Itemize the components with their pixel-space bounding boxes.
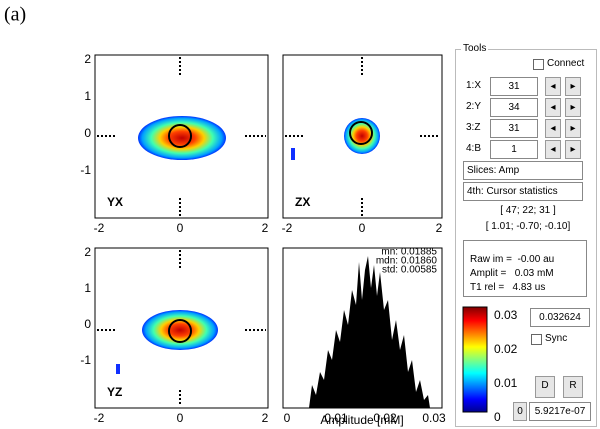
colorbar-tick-label: 0.01 <box>494 376 518 390</box>
y-tick-label: -1 <box>80 353 91 367</box>
list-item: Amplit = 0.03 mM <box>470 268 554 279</box>
button[interactable]: 0 <box>513 402 527 421</box>
colorbar-tick-label: 0.03 <box>494 308 518 322</box>
row-input[interactable]: 1 <box>490 140 538 159</box>
x-tick-label: 0 <box>177 221 184 235</box>
list-item: Raw im = -0.00 au <box>470 254 555 265</box>
colorbar <box>462 306 488 413</box>
checkbox[interactable] <box>531 334 542 345</box>
figure-label: (a) <box>4 4 26 26</box>
x-tick-label: 2 <box>436 221 443 235</box>
listbox[interactable] <box>463 240 587 297</box>
max-input[interactable]: 0.032624 <box>530 308 590 327</box>
arrow-button[interactable]: ◂ <box>545 98 561 117</box>
position-text: [ 1.01; -0.70; -0.10] <box>485 221 571 232</box>
checkbox[interactable] <box>533 59 544 70</box>
panel-label: YX <box>107 195 123 209</box>
arrow-button[interactable]: ◂ <box>545 140 561 159</box>
button[interactable]: D <box>535 376 555 398</box>
button[interactable]: R <box>563 376 583 398</box>
image-blob <box>142 310 218 350</box>
x-tick-label: 0.01 <box>324 411 348 425</box>
dropdown[interactable]: Slices: Amp <box>463 161 583 180</box>
colorbar-tick-label: 0.02 <box>494 342 518 356</box>
y-tick-label: 1 <box>84 281 91 295</box>
x-tick-label: 0 <box>284 411 291 425</box>
x-tick-label: 0.03 <box>422 411 446 425</box>
row-label: 2:Y <box>466 101 482 112</box>
crosshair <box>97 57 440 406</box>
row-label: 3:Z <box>466 122 481 133</box>
row-label: 4:B <box>466 143 482 154</box>
x-tick-label: -2 <box>94 221 105 235</box>
checkbox-label: Sync <box>545 333 568 344</box>
image-blob <box>138 116 226 160</box>
y-tick-label: 1 <box>84 89 91 103</box>
x-tick-label: 2 <box>262 411 269 425</box>
stat-text: mdn: 0.01860 <box>376 256 438 267</box>
panel-label: ZX <box>295 195 310 209</box>
x-tick-label: 0 <box>359 221 366 235</box>
arrow-button[interactable]: ▸ <box>565 98 581 117</box>
y-tick-label: 2 <box>84 52 91 66</box>
histogram-shape <box>309 256 430 408</box>
checkbox-label: Connect <box>547 58 585 69</box>
arrow-button[interactable]: ▸ <box>565 77 581 96</box>
row-input[interactable]: 34 <box>490 98 538 117</box>
row-label: 1:X <box>466 80 482 91</box>
x-tick-label: 0.02 <box>373 411 397 425</box>
dropdown[interactable]: 4th: Cursor statistics <box>463 182 583 201</box>
roi-contour <box>168 124 192 148</box>
x-tick-label: -2 <box>282 221 293 235</box>
arrow-button[interactable]: ▸ <box>565 119 581 138</box>
y-tick-label: 0 <box>84 317 91 331</box>
arrow-button[interactable]: ◂ <box>545 119 561 138</box>
tools-frame <box>455 49 597 427</box>
roi-contour <box>349 121 373 145</box>
arrow-button[interactable]: ◂ <box>545 77 561 96</box>
stat-text: std: 0.00585 <box>382 265 437 276</box>
image-blob <box>116 364 120 374</box>
y-tick-label: 2 <box>84 245 91 259</box>
min-input[interactable]: 5.9217e-07 <box>529 402 591 421</box>
arrow-button[interactable]: ▸ <box>565 140 581 159</box>
roi-contour <box>168 319 192 343</box>
list-item: T1 rel = 4.83 us <box>470 282 546 293</box>
x-tick-label: -2 <box>94 411 105 425</box>
row-input[interactable]: 31 <box>490 77 538 96</box>
image-blob <box>291 148 295 160</box>
y-tick-label: -1 <box>80 163 91 177</box>
index-text: [ 47; 22; 31 ] <box>500 205 556 216</box>
colorbar-tick-label: 0 <box>494 410 501 424</box>
x-tick-label: 2 <box>262 221 269 235</box>
tools-title: Tools <box>461 43 489 54</box>
y-tick-label: 0 <box>84 126 91 140</box>
panel-label: YZ <box>107 385 122 399</box>
x-axis-label: Amplitude [mM] <box>320 413 403 427</box>
x-tick-label: 0 <box>177 411 184 425</box>
row-input[interactable]: 31 <box>490 119 538 138</box>
panel-box <box>282 54 443 219</box>
stat-text: mn: 0.01885 <box>381 247 437 258</box>
